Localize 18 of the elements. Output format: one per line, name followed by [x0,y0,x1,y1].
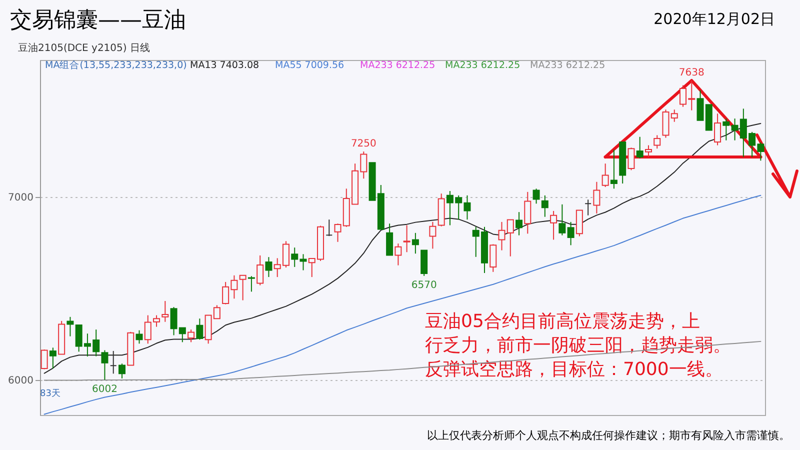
annotation: 7638 [678,67,704,78]
annotation: MA组合(13,55,233,233,233,0) [45,59,187,71]
annotation: 6570 [411,280,437,291]
chart-subtitle: 豆油2105(DCE y2105) 日线 [18,42,150,54]
annotation: MA233 6212.25 [445,60,520,71]
chart-title: 交易锦囊——豆油 [10,8,186,33]
annotation: 6002 [92,384,118,395]
text: MA13 7403.08 [190,60,260,71]
text: 2020年12月02日 [654,10,775,28]
text: 以上仅代表分析师个人观点不构成任何操作建议；期市有风险入市需谨慎。 [427,429,790,442]
annotation: 83天 [40,388,60,399]
y-tick-label: 7000 [8,192,34,204]
y-tick-label: 6000 [8,376,34,387]
annotation: 7250 [350,138,376,150]
text: MA55 7009.56 [275,60,344,71]
text: MA233 6212.25 [530,60,606,71]
annotation: 豆油05合约目前高位震荡走势，上 [425,311,700,332]
annotation: MA233 6212.25 [360,60,436,71]
